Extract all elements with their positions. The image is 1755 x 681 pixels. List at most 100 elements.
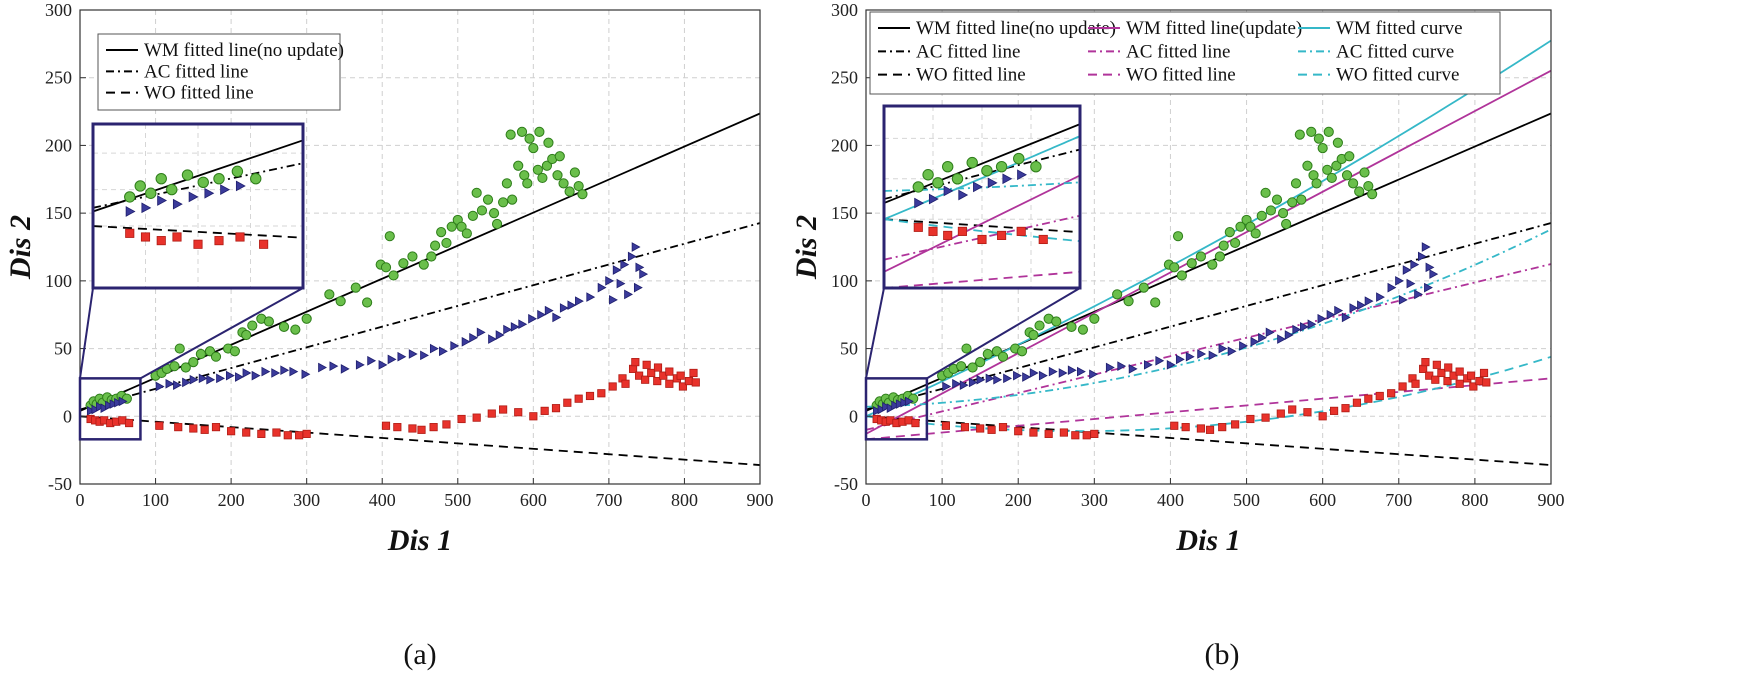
panel-1-point-AC-38 <box>1250 336 1260 347</box>
panel-0-point-AC-22 <box>280 365 290 376</box>
panel-1-point-AC-7 <box>905 396 914 407</box>
panel-1-point-WM-28 <box>1077 324 1089 335</box>
panel-0-point-WO-17 <box>283 431 292 440</box>
panel-0-point-AC-27 <box>340 364 350 374</box>
panel-1-point-WM-31 <box>1123 296 1134 307</box>
panel-0-point-WM-60 <box>522 178 533 189</box>
panel-1-point-WO-33 <box>1341 404 1350 413</box>
panel-1-point-AC-43 <box>1292 324 1302 335</box>
panel-1-x-axis-label: Dis 1 <box>1175 524 1240 557</box>
panel-0-series-WO <box>86 358 700 440</box>
panel-0-point-AC-24 <box>301 369 311 380</box>
panel-0-point-WO-20 <box>381 421 391 430</box>
panel-1-point-WM-27 <box>1066 321 1077 333</box>
panel-0-point-AC-32 <box>397 351 407 362</box>
panel-1-inset-point-AC-4 <box>973 181 983 193</box>
panel-0-point-AC-48 <box>544 305 554 316</box>
panel-1-point-WO-35 <box>1364 394 1373 403</box>
panel-1-inset-point-WM-9 <box>1030 160 1042 173</box>
panel-0-inset-point-WM-1 <box>134 180 146 192</box>
panel-0-inset-point-WM-0 <box>124 191 136 203</box>
panel-1-point-WM-67 <box>1348 178 1359 189</box>
panel-1-inset-fit-line-3 <box>884 174 1080 273</box>
panel-0-point-WO-13 <box>227 427 236 436</box>
panel-1-point-AC-25 <box>1105 362 1115 373</box>
panel-0-point-AC-12 <box>189 374 199 385</box>
panel-0-point-AC-34 <box>420 350 429 361</box>
panel-1-ytick-label-6: 250 <box>831 68 858 88</box>
panel-0-point-WO-47 <box>665 379 674 388</box>
panel-1-inset-fit-line-5 <box>884 270 1080 288</box>
panel-0-point-AC-47 <box>537 309 547 320</box>
panel-1-point-WM-45 <box>1235 221 1246 232</box>
panel-0-point-WO-15 <box>257 429 266 438</box>
panel-1-point-WM-52 <box>1271 194 1283 205</box>
panel-0-inset-point-AC-4 <box>188 191 199 203</box>
panel-1-point-AC-40 <box>1265 327 1275 338</box>
panel-1-point-AC-64 <box>1406 278 1416 289</box>
panel-1-point-WO-23 <box>1205 425 1215 434</box>
panel-0-point-WM-29 <box>301 313 312 324</box>
panel-1-point-AC-14 <box>993 374 1003 385</box>
panel-0-point-WM-73 <box>516 126 528 137</box>
panel-0-point-WM-64 <box>541 160 553 171</box>
panel-0-point-WM-23 <box>241 329 252 341</box>
panel-1-point-AC-46 <box>1317 313 1327 324</box>
panel-1-inset-point-AC-7 <box>1017 169 1027 181</box>
panel-1-point-WM-15 <box>967 362 978 373</box>
panel-1-inset-point-WO-7 <box>1038 234 1048 245</box>
panel-1-legend-label-7: AC fitted curve <box>1336 41 1454 62</box>
panel-0-point-WO-21 <box>393 423 402 432</box>
panel-0-point-AC-57 <box>620 259 630 270</box>
panel-1-point-AC-45 <box>1307 319 1317 330</box>
panel-1-legend-label-0: WM fitted line(no update) <box>916 18 1116 39</box>
panel-1-inset-series-WO <box>913 222 1048 245</box>
panel-1-inset-point-WM-8 <box>1013 152 1025 165</box>
panel-1-point-WO-47 <box>1455 379 1464 388</box>
panel-0-xtick-label-7: 700 <box>595 490 622 510</box>
panel-0-point-WO-44 <box>647 368 656 378</box>
panel-1-point-AC-34 <box>1208 350 1218 361</box>
panel-1-point-WM-60 <box>1311 178 1322 189</box>
panel-0-point-WO-33 <box>551 404 561 413</box>
panel-1-point-AC-27 <box>1128 364 1138 374</box>
panel-0-point-WO-16 <box>272 428 281 437</box>
panel-0-inset-point-WM-9 <box>250 172 262 185</box>
panel-1-point-AC-17 <box>1022 372 1032 382</box>
panel-1-inset-point-WO-3 <box>957 226 967 236</box>
panel-0-point-AC-25 <box>318 362 327 373</box>
panel-0-legend-box <box>97 33 341 111</box>
panel-1-point-WO-12 <box>998 423 1008 432</box>
panel-1-point-AC-44 <box>1300 322 1309 332</box>
panel-0-point-WO-6 <box>118 416 127 425</box>
panel-0-inset-point-AC-0 <box>125 206 136 217</box>
panel-1-point-AC-56 <box>1402 265 1412 275</box>
panel-1-ytick-label-3: 100 <box>831 271 858 291</box>
panel-1-fit-line-1 <box>866 222 1551 411</box>
panel-1-point-WM-43 <box>1224 227 1235 238</box>
panel-1-point-WM-33 <box>1150 297 1161 308</box>
panel-0-point-WM-27 <box>278 321 290 333</box>
panel-1-point-WO-11 <box>987 425 996 434</box>
panel-0-point-AC-50 <box>559 303 569 313</box>
panel-1-inset-point-WM-1 <box>922 169 934 181</box>
panel-0-xtick-label-9: 900 <box>747 490 774 510</box>
panel-1-inset-fit-line-7 <box>884 181 1080 192</box>
panel-0-inset-point-WO-5 <box>214 236 224 246</box>
panel-0-point-WO-56 <box>676 371 685 380</box>
panel-0-point-AC-5 <box>109 399 119 409</box>
panel-1-point-WO-38 <box>1398 382 1407 391</box>
panel-0-point-AC-10 <box>173 380 182 390</box>
panel-1-point-WO-6 <box>904 416 913 425</box>
panel-1-ytick-label-7: 300 <box>831 0 858 20</box>
panel-0-point-AC-46 <box>528 313 538 324</box>
panel-0-point-WO-29 <box>499 405 508 414</box>
panel-0-inset-point-WO-0 <box>125 228 135 238</box>
panel-1-inset-point-WO-6 <box>1016 226 1026 236</box>
panel-1-point-AC-9 <box>952 378 962 389</box>
panel-1-point-WM-55 <box>1287 197 1298 208</box>
panel-1-point-WO-52 <box>1421 358 1430 367</box>
panel-1-inset-point-AC-5 <box>987 177 998 189</box>
panel-1-inset-series-AC <box>914 169 1027 209</box>
panel-1-y-axis-label: Dis 2 <box>790 215 823 280</box>
